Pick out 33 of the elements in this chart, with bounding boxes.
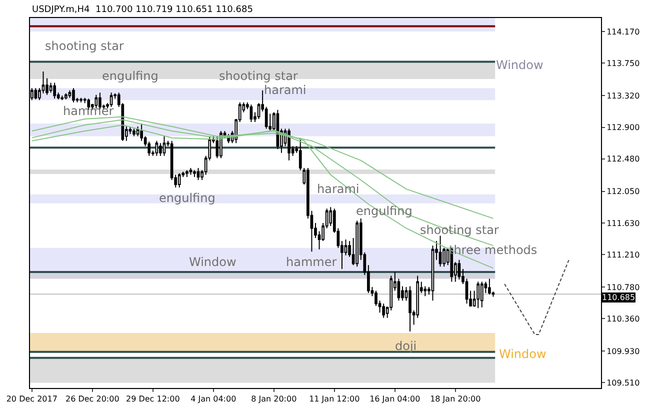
annotation: Window (496, 58, 544, 72)
chart-title: USDJPY.m,H4 110.700 110.719 110.651 110.685 (32, 5, 253, 15)
y-tick-label: 114.170 (606, 27, 640, 36)
y-tick-label: 109.510 (606, 378, 640, 388)
x-tick-label: 20 Dec 2017 (6, 394, 58, 404)
x-tick-label: 11 Jan 12:00 (309, 394, 360, 404)
annotation: Window (189, 255, 236, 269)
annotation: engulfing (159, 191, 216, 205)
y-tick-label: 113.750 (606, 59, 640, 68)
y-tick-label: 110.360 (606, 314, 640, 324)
x-tick-label: 4 Jan 04:00 (190, 394, 236, 404)
y-tick-label: 112.480 (606, 154, 640, 164)
annotation: engulfing (102, 69, 158, 83)
annotation: Window (499, 347, 546, 361)
y-tick-label: 112.050 (606, 187, 640, 196)
y-tick-label: 111.210 (606, 250, 640, 260)
annotation: doji (395, 339, 417, 353)
x-tick-label: 26 Dec 20:00 (65, 394, 120, 404)
y-tick-label: 112.900 (606, 123, 640, 132)
y-tick-label: 109.930 (606, 346, 640, 356)
annotation: hammer (63, 104, 114, 118)
x-tick-label: 8 Jan 20:00 (251, 394, 297, 404)
y-tick-label: 110.780 (606, 282, 640, 292)
x-tick-label: 18 Jan 20:00 (430, 394, 481, 404)
annotation: shooting star (45, 39, 124, 53)
annotation: shooting star (219, 69, 298, 83)
annotation: hammer (286, 255, 337, 269)
annotation: harami (264, 83, 306, 97)
y-tick-label: 113.320 (606, 91, 640, 100)
ref-line-label: 110.685 (602, 293, 636, 302)
x-tick-label: 29 Dec 12:00 (126, 394, 180, 404)
x-tick-label: 16 Jan 04:00 (370, 394, 420, 404)
y-tick-label: 111.630 (606, 218, 640, 228)
